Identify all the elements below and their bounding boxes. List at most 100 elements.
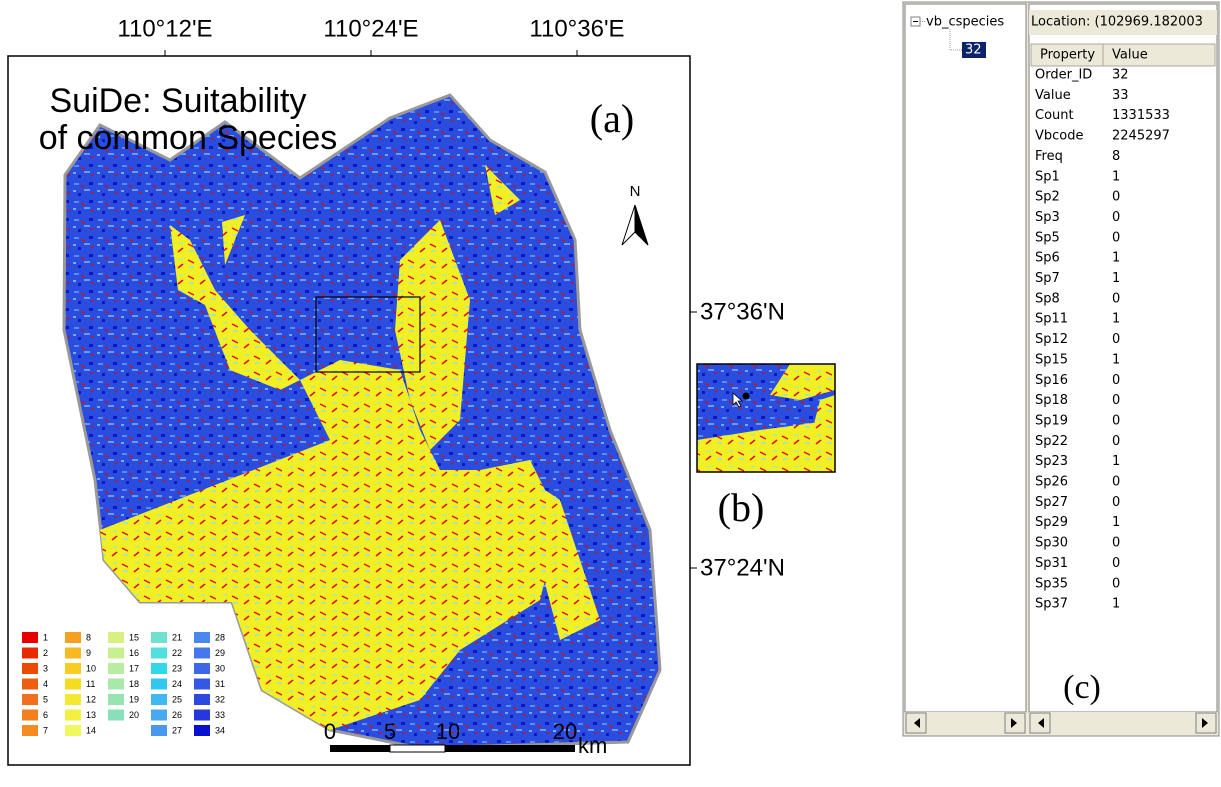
property-value: 0 [1112,190,1120,205]
legend-label: 33 [215,710,225,720]
panel-label: (c) [1063,669,1101,706]
legend-swatch [65,710,81,721]
legend-swatch [22,648,38,659]
panel-label: (a) [590,96,634,141]
map-panel: SuiDe: Suitability of common Species (a)… [8,15,785,765]
legend-label: 16 [129,648,139,658]
property-value: 0 [1112,576,1120,591]
property-value: 1 [1112,271,1120,286]
property-name: Order_ID [1035,68,1092,83]
property-value: 0 [1112,291,1120,306]
legend-label: 31 [215,679,225,689]
legend-swatch [108,679,124,690]
latitude-label: 37°24'N [700,554,785,581]
property-value: 1 [1112,251,1120,266]
property-value: 33 [1112,88,1129,103]
legend-swatch [108,632,124,643]
property-value: 0 [1112,373,1120,388]
legend-label: 26 [172,710,182,720]
property-name: Sp37 [1035,597,1068,612]
map-title: SuiDe: Suitability [49,82,306,120]
legend-swatch [65,679,81,690]
property-name: Sp23 [1035,454,1068,469]
legend-swatch [194,725,210,736]
latitude-label: 37°36'N [700,298,785,325]
legend-label: 21 [172,632,182,642]
legend-swatch [194,632,210,643]
property-value: 0 [1112,230,1120,245]
property-value: 1 [1112,312,1120,327]
panel-label: (b) [718,485,765,530]
legend-label: 18 [129,679,139,689]
legend-swatch [151,694,167,705]
tree-child[interactable]: 32 [965,43,982,58]
property-value: 0 [1112,413,1120,428]
legend-swatch [22,725,38,736]
property-value: 1 [1112,515,1120,530]
property-value: 1 [1112,454,1120,469]
scrollbar[interactable] [1029,712,1217,734]
property-value: 1 [1112,352,1120,367]
legend-label: 13 [86,710,96,720]
legend-label: 2 [43,648,48,658]
scale-bar [390,745,445,752]
property-value: 32 [1112,68,1129,83]
property-value: 2245297 [1112,129,1170,144]
legend-swatch [22,710,38,721]
tree-root[interactable]: vb_cspecies [926,15,1004,30]
legend-label: 25 [172,694,182,704]
property-value: 0 [1112,495,1120,510]
legend-swatch [65,725,81,736]
property-name: Freq [1035,149,1063,164]
legend-swatch [151,679,167,690]
legend-label: 12 [86,694,96,704]
property-name: Sp35 [1035,576,1068,591]
legend-label: 4 [43,679,48,689]
legend-swatch [108,710,124,721]
property-value: 1 [1112,169,1120,184]
legend-swatch [108,663,124,674]
scale-label: 20 [553,719,577,744]
property-name: Sp19 [1035,413,1068,428]
property-name: Sp2 [1035,190,1060,205]
legend-label: 22 [172,648,182,658]
legend-swatch [151,725,167,736]
property-name: Sp11 [1035,312,1068,327]
legend-swatch [108,694,124,705]
legend-swatch [194,710,210,721]
legend-label: 23 [172,663,182,673]
property-value: 0 [1112,393,1120,408]
inset-panel: (b) [697,364,835,530]
scale-label: 5 [384,719,396,744]
identify-icon [743,393,750,400]
legend-swatch [151,632,167,643]
scale-bar [330,745,390,752]
legend-label: 24 [172,679,182,689]
legend-label: 34 [215,725,225,735]
longitude-label: 110°36'E [529,15,624,42]
property-value: 0 [1112,332,1120,347]
property-name: Value [1035,88,1071,103]
legend-swatch [65,632,81,643]
property-name: Vbcode [1035,129,1084,144]
property-name: Sp15 [1035,352,1068,367]
property-name: Sp12 [1035,332,1068,347]
scale-label: 10 [436,719,460,744]
longitude-label: 110°24'E [323,15,418,42]
property-name: Sp30 [1035,536,1068,551]
legend-label: 1 [43,632,48,642]
legend-swatch [151,663,167,674]
legend-swatch [194,679,210,690]
legend-swatch [194,663,210,674]
legend-swatch [22,632,38,643]
property-name: Sp31 [1035,556,1068,571]
legend-swatch [194,648,210,659]
legend-swatch [65,648,81,659]
property-name: Sp26 [1035,475,1068,490]
legend-label: 15 [129,632,139,642]
legend-label: 27 [172,725,182,735]
scale-unit: km [578,733,607,758]
legend-swatch [151,648,167,659]
legend-label: 32 [215,694,225,704]
legend-label: 29 [215,648,225,658]
